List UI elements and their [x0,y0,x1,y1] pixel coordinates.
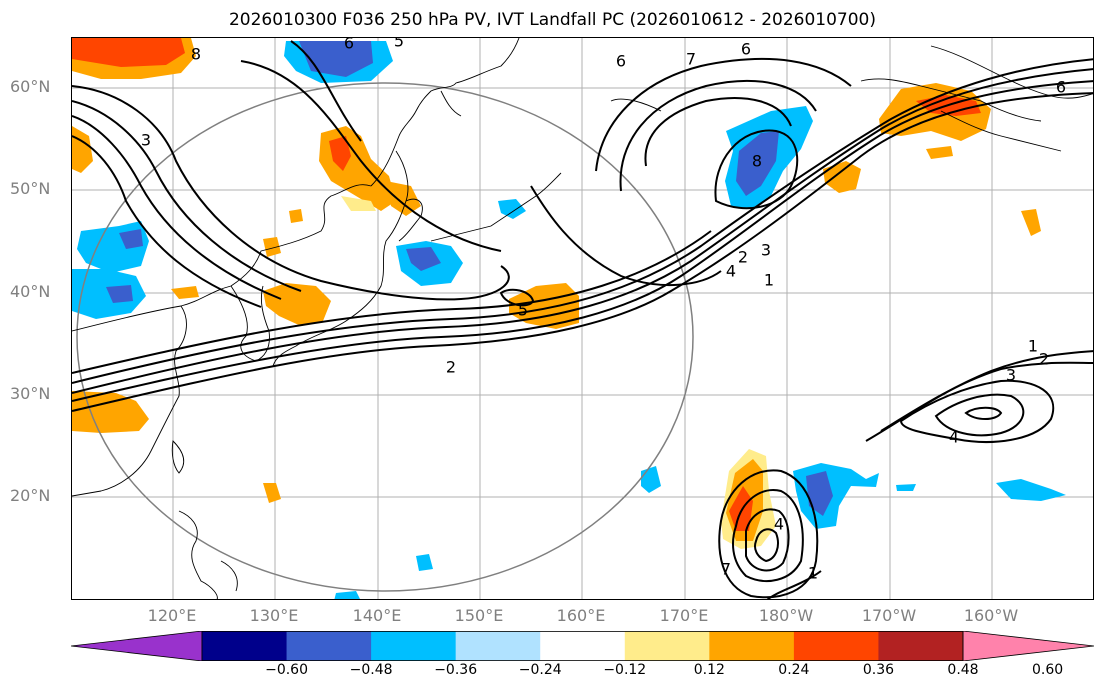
colorbar-segment [540,631,626,661]
contour-label: 6 [343,37,355,53]
colorbar-segment [371,631,457,661]
contour-label: 4 [948,427,960,447]
colorbar-tick-label: −0.36 [434,662,478,678]
lat-label-20n: 20°N [10,486,51,505]
contour-label: 1 [807,563,819,583]
contour-label: 5 [393,37,405,51]
lon-label-140e: 140°E [352,606,402,625]
lat-label-50n: 50°N [10,179,51,198]
colorbar-segment [793,631,879,661]
colorbar [71,631,1094,661]
colorbar-extend-low [71,631,203,661]
lon-label-130e: 130°E [249,606,299,625]
contour-label: 1 [1027,336,1039,356]
contour-label: 4 [773,514,785,534]
lon-label-160w: 160°W [963,606,1019,625]
contour-label: 6 [1055,77,1067,97]
lat-label-60n: 60°N [10,77,51,96]
colorbar-tick-label: −0.24 [518,662,562,678]
colorbar-segment [709,631,795,661]
contour-label: 3 [760,240,772,260]
contour-label: 8 [190,44,202,64]
colorbar-tick-label: 0.48 [947,662,979,678]
colorbar-segment [878,631,964,661]
contour-label: 2 [737,247,749,267]
contour-label: 2 [1038,349,1050,369]
colorbar-segment [286,631,372,661]
colorbar-tick-label: 0.24 [778,662,810,678]
lon-label-170w: 170°W [861,606,917,625]
contour-label: 6 [740,39,752,59]
contour-label: 2 [445,357,457,377]
contour-label: 4 [725,261,737,281]
contour-label: 8 [751,151,763,171]
ivt-contours [72,40,1093,599]
colorbar-segment [455,631,541,661]
lon-label-180w: 180°W [758,606,814,625]
colorbar-segment [624,631,710,661]
map-canvas [72,38,1093,599]
colorbar-tick-label: −0.48 [349,662,393,678]
colorbar-tick-label: 0.36 [862,662,895,678]
lat-label-40n: 40°N [10,282,51,301]
lat-label-30n: 30°N [10,384,51,403]
pv-shading [72,38,1066,599]
contour-label: 7 [685,49,697,69]
lon-label-120e: 120°E [147,606,197,625]
lon-label-150e: 150°E [454,606,504,625]
colorbar-extend-high [962,631,1094,661]
contour-label: 3 [140,130,152,150]
map-title: 2026010300 F036 250 hPa PV, IVT Landfall… [228,10,876,30]
contour-label: 5 [517,300,529,320]
colorbar-tick-label: −0.12 [603,662,647,678]
colorbar-tick-label: 0.60 [1031,662,1064,678]
colorbar-tick-label: −0.60 [265,662,308,678]
contour-label: 6 [615,51,627,71]
colorbar-segment [202,631,288,661]
landfall-circle [76,82,694,592]
colorbar-tick-label: 0.12 [693,662,725,678]
lon-label-170e: 170°E [659,606,709,625]
contour-label: 7 [720,559,732,579]
contour-label: 3 [1005,365,1017,385]
lon-label-160e: 160°E [556,606,606,625]
contour-label: 1 [763,270,775,290]
